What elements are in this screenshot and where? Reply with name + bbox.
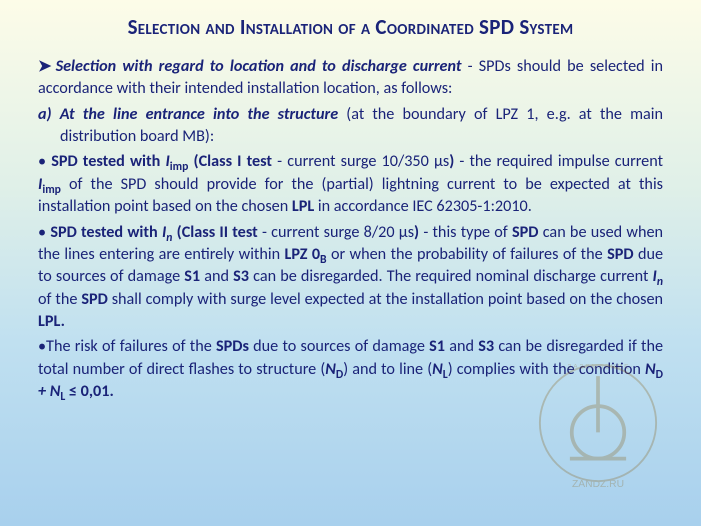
bullet-3-eq2: + N <box>38 382 60 401</box>
bullet-3-s3: S3 <box>478 337 494 356</box>
bullet-2-mid7: of the <box>38 290 81 309</box>
bullet-1-iimp-sub: imp <box>170 161 189 175</box>
bullet-2: • SPD tested with In (Class II test - cu… <box>38 222 663 334</box>
bullet-2-and: and <box>200 267 233 286</box>
bullet-2-marker: • <box>38 223 50 242</box>
bullet-3-pre: •The risk of failures of the <box>38 337 216 356</box>
bullet-3-mid3: ) and to line ( <box>343 360 432 379</box>
bullet-2-mid8: shall comply with surge level expected a… <box>108 290 663 309</box>
bullet-3-eq1: N <box>645 360 656 379</box>
bullet-3-eq1-sub: D <box>656 368 663 382</box>
bullet-2-spd2: SPD <box>607 245 633 264</box>
paragraph-intro: ➤Selection with regard to location and t… <box>38 56 663 101</box>
bullet-2-bold2: (Class II test <box>172 223 257 242</box>
item-a-lead: At the line entrance into the structure <box>52 105 339 124</box>
bullet-1-marker: • <box>38 152 51 171</box>
slide-title: Selection and Installation of a Coordina… <box>38 14 663 40</box>
bullet-3-s1: S1 <box>429 337 445 356</box>
bullet-3-nd-n: N <box>325 360 336 379</box>
bullet-2-mid1: - current surge 8/20 µs <box>258 223 414 242</box>
bullet-3-and: and <box>445 337 478 356</box>
bullet-arrow: ➤ <box>38 57 52 76</box>
bullet-1-iimp2-sub: imp <box>42 183 61 197</box>
bullet-3: •The risk of failures of the SPDs due to… <box>38 336 663 403</box>
bullet-3-mid1: due to sources of damage <box>249 337 429 356</box>
bullet-1-lpl: LPL <box>292 197 314 216</box>
bullet-3-nl-n: N <box>432 360 443 379</box>
bullet-2-spd1: SPD <box>512 223 538 242</box>
intro-lead: Selection with regard to location and to… <box>56 57 462 76</box>
bullet-1-mid1: - current surge 10/350 µs <box>272 152 449 171</box>
bullet-1-tail: in accordance IEC 62305-1:2010. <box>314 197 532 216</box>
bullet-3-mid4: ) complies with the condition <box>448 360 645 379</box>
bullet-1-bold2: (Class I test <box>188 152 272 171</box>
bullet-1: • SPD tested with Iimp (Class I test - c… <box>38 151 663 218</box>
bullet-2-s3: S3 <box>233 267 249 286</box>
bullet-2-mid4: or when the probability of failures of t… <box>327 245 607 264</box>
item-a-marker: a) <box>38 105 52 124</box>
bullet-1-bold1: SPD tested with <box>51 152 165 171</box>
bullet-2-s1: S1 <box>184 267 200 286</box>
bullet-2-mid6: can be disregarded. The required nominal… <box>249 267 653 286</box>
bullet-2-bold1: SPD tested with <box>50 223 162 242</box>
bullet-2-mid2: - this type of <box>419 223 512 242</box>
bullet-2-spd3: SPD <box>81 290 107 309</box>
bullet-1-mid2: - the required impulse current <box>454 152 663 171</box>
bullet-2-lpl: LPL. <box>38 312 65 331</box>
bullet-2-in2-sub: n <box>657 275 663 289</box>
bullet-2-lpz: LPZ 0 <box>284 245 320 264</box>
bullet-3-spds: SPDs <box>216 337 249 356</box>
bullet-3-eq3: ≤ 0,01. <box>65 382 114 401</box>
slide-container: Selection and Installation of a Coordina… <box>0 0 701 526</box>
item-a: a) At the line entrance into the structu… <box>38 104 663 149</box>
